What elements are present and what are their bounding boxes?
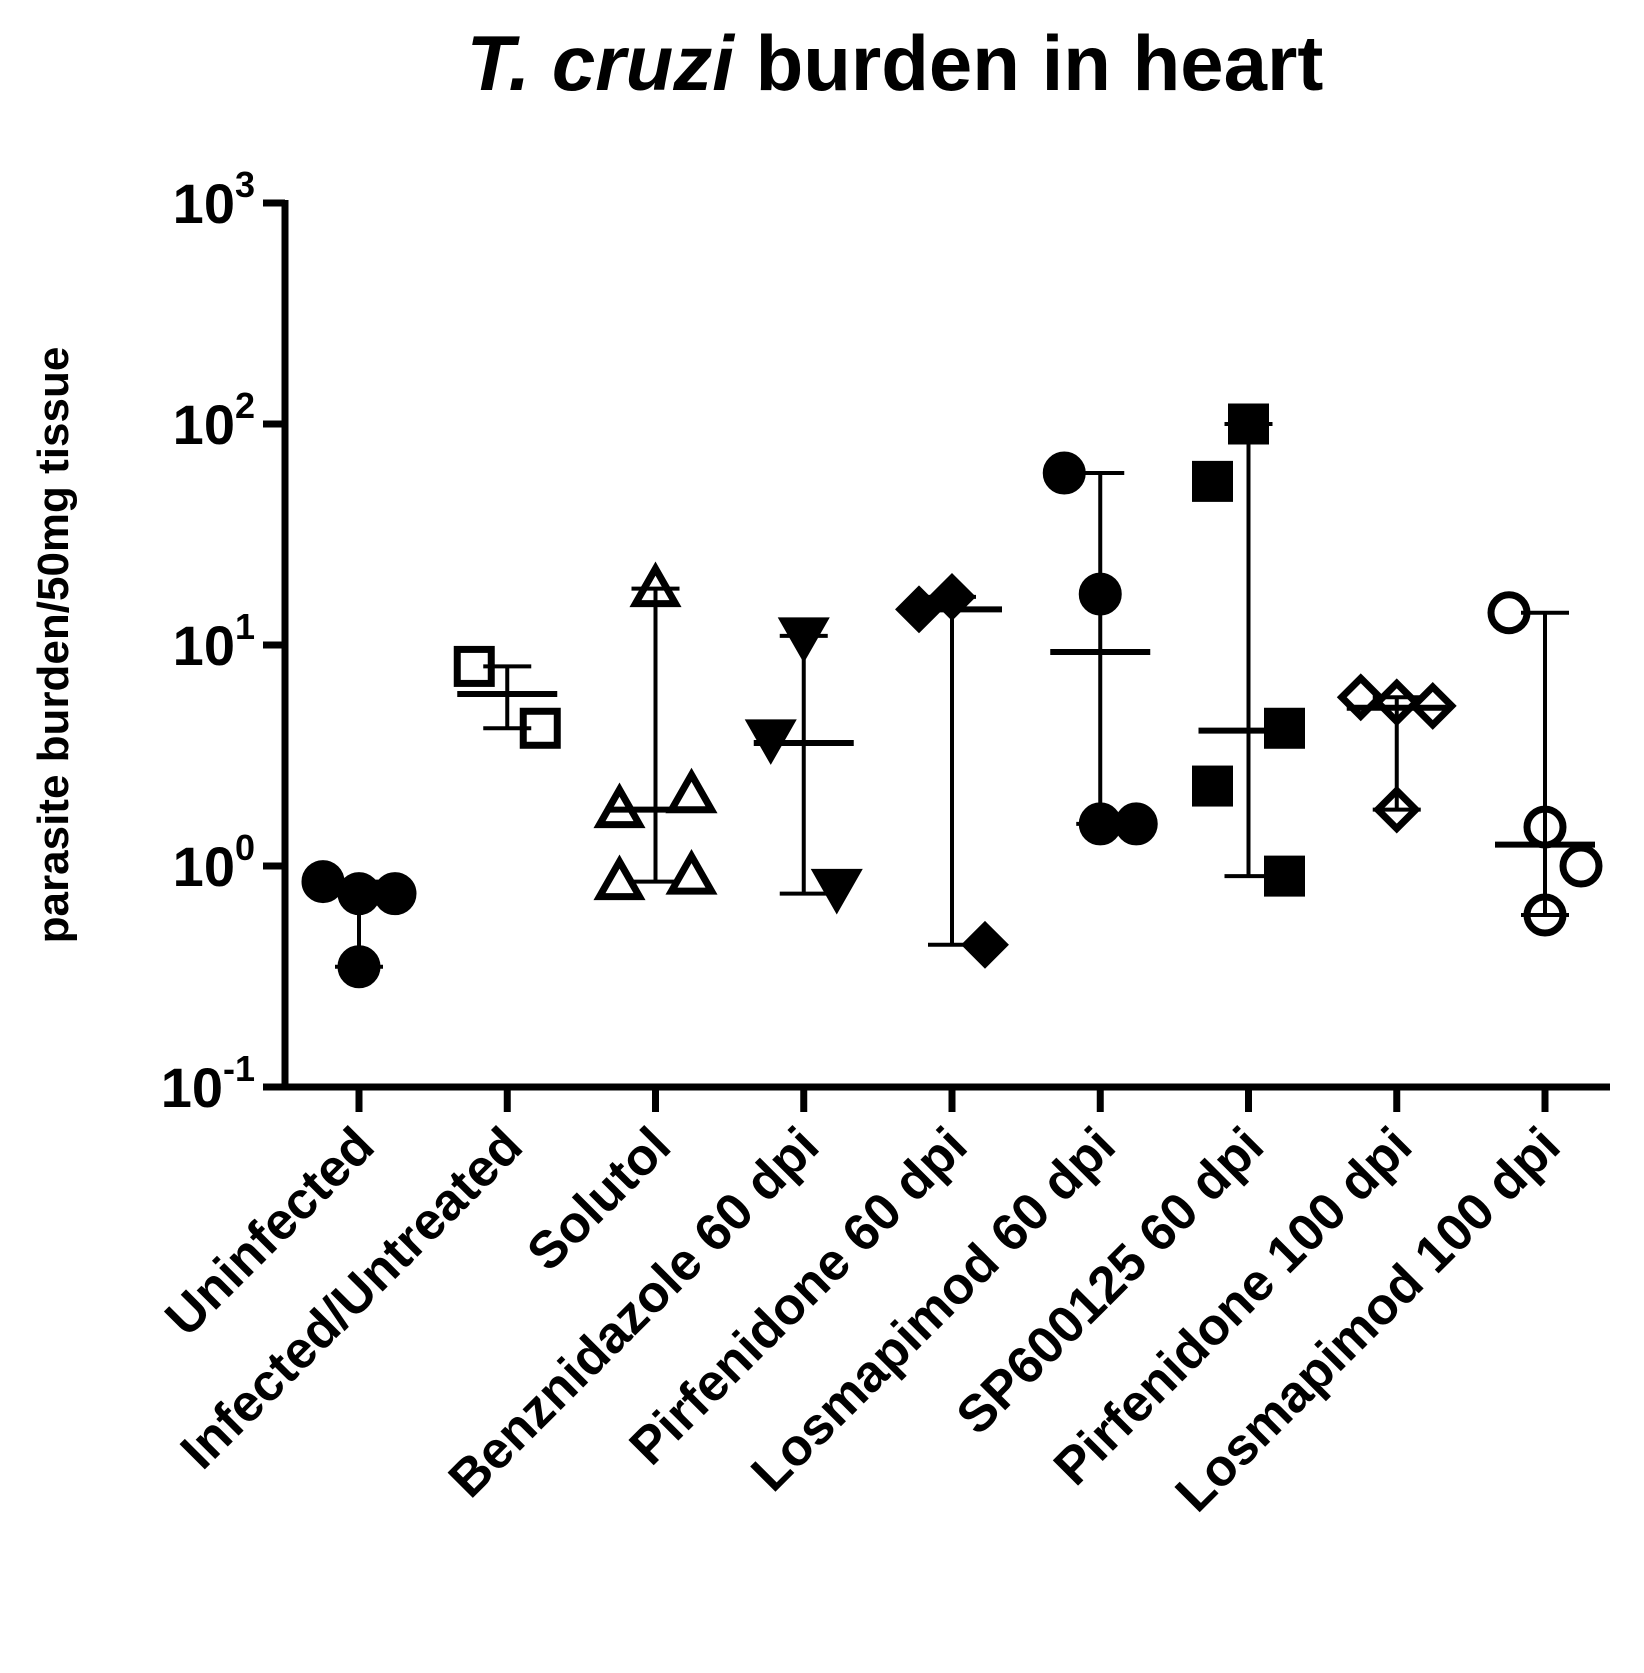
data-point bbox=[1228, 403, 1269, 445]
x-category-labels: UninfectedInfected/UntreatedSolutolBenzn… bbox=[154, 1116, 1571, 1523]
y-tick-exponent: -1 bbox=[223, 1048, 255, 1089]
data-point bbox=[961, 920, 1009, 969]
data-point bbox=[1408, 681, 1457, 730]
data-point bbox=[1114, 802, 1158, 846]
chart-title-rest: burden in heart bbox=[734, 19, 1323, 107]
y-tick-exponent: 2 bbox=[235, 385, 255, 426]
data-point bbox=[665, 849, 718, 895]
data-point bbox=[1559, 844, 1603, 888]
data-point bbox=[593, 854, 646, 901]
data-point bbox=[810, 868, 863, 915]
y-axis-label: parasite burden/50mg tissue bbox=[29, 347, 78, 944]
y-tick-label: 103 bbox=[173, 164, 255, 235]
y-tick-base: 10 bbox=[173, 835, 235, 898]
data-point bbox=[1192, 460, 1233, 502]
y-tick-exponent: 1 bbox=[235, 606, 255, 647]
y-tick-label: 102 bbox=[173, 385, 255, 456]
y-tick-base: 10 bbox=[173, 614, 235, 677]
y-tick-exponent: 3 bbox=[235, 164, 255, 205]
y-tick-base: 10 bbox=[173, 393, 235, 456]
data-point bbox=[1264, 855, 1305, 897]
data-point bbox=[1078, 802, 1122, 846]
chart-title-italic: T. cruzi bbox=[467, 19, 736, 107]
data-point bbox=[1487, 591, 1531, 635]
data-point bbox=[1372, 785, 1421, 834]
data-point bbox=[665, 767, 718, 814]
chart-title: T. cruzi burden in heart bbox=[467, 19, 1324, 107]
y-tick-label: 10-1 bbox=[161, 1048, 255, 1119]
data-point bbox=[337, 945, 381, 989]
data-point bbox=[301, 860, 345, 904]
data-point bbox=[453, 645, 495, 687]
data-point bbox=[1523, 893, 1567, 937]
data-point bbox=[1372, 678, 1421, 727]
data-point bbox=[777, 617, 830, 663]
data-point bbox=[519, 707, 561, 749]
data-point bbox=[1336, 673, 1385, 722]
y-tick-base: 10 bbox=[161, 1056, 223, 1119]
data-point bbox=[1078, 572, 1122, 616]
data-point bbox=[629, 561, 682, 608]
y-tick-label: 101 bbox=[173, 606, 255, 677]
data-point bbox=[1192, 765, 1233, 807]
y-tick-base: 10 bbox=[173, 172, 235, 235]
axes bbox=[263, 199, 1610, 1112]
median-lines bbox=[309, 606, 1595, 897]
y-tick-exponent: 0 bbox=[235, 827, 255, 868]
data-point bbox=[1042, 451, 1086, 495]
y-tick-label: 100 bbox=[173, 827, 255, 898]
